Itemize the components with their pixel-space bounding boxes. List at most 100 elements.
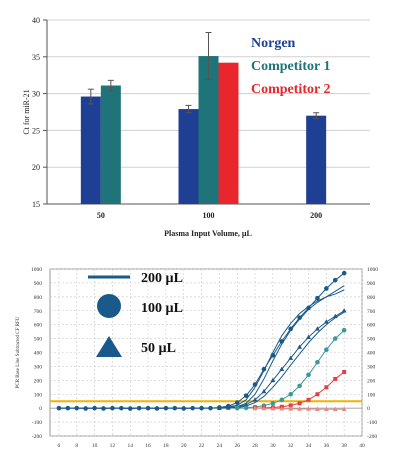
data-point-triangle <box>297 344 302 349</box>
y-axis-label: Ct for miR-21 <box>22 89 31 134</box>
data-point-circle <box>243 393 249 398</box>
data-point-square <box>342 369 347 374</box>
x-tick-label: 14 <box>127 443 133 449</box>
x-tick-label: 16 <box>145 443 151 449</box>
x-tick-label: 50 <box>97 211 105 220</box>
y-tick-label-left: 500 <box>34 337 43 343</box>
y-tick-label-right: 1000 <box>367 267 378 273</box>
data-point-circle <box>101 406 106 411</box>
data-point-square <box>315 392 320 397</box>
data-point-circle <box>65 405 71 411</box>
bar-norgen <box>306 115 327 204</box>
x-tick-label: 40 <box>359 443 365 449</box>
x-tick-label: 24 <box>217 443 223 449</box>
rfu-amplification-chart: 6 8 10 12 14 16 18 20 22 24 26 28 30 32 34 36 38 40-200 -2… <box>16 267 378 449</box>
y-tick-label: 40 <box>32 16 40 25</box>
y-tick-label-right: -200 <box>367 434 377 440</box>
y-tick-label: 30 <box>32 90 40 99</box>
data-point-circle <box>270 352 276 358</box>
data-point-triangle <box>315 326 320 331</box>
data-point-square <box>324 385 329 390</box>
x-tick-label: 34 <box>306 443 312 449</box>
data-point-triangle <box>270 405 276 411</box>
y-tick-label: 35 <box>32 53 40 62</box>
data-point-circle <box>145 405 151 411</box>
legend-label-competitor-2: Competitor 2 <box>251 82 330 97</box>
x-tick-label: 26 <box>234 443 240 449</box>
data-point-circle <box>306 305 311 311</box>
ct-bar-chart: 15 20 25 30 35 40 Ct for miR-21 50 100 200 Plasma … <box>22 16 370 238</box>
y-tick-label-left: 200 <box>34 378 43 384</box>
data-point-circle <box>127 406 133 411</box>
x-tick-label: 38 <box>341 443 347 449</box>
y-tick-label-left: 300 <box>34 364 43 370</box>
data-point-square <box>306 397 311 402</box>
data-point-circle <box>234 400 240 405</box>
data-point-circle <box>92 405 97 411</box>
y-tick-label-right: 0 <box>367 406 370 412</box>
data-point-circle <box>83 406 88 411</box>
data-point-triangle <box>341 308 347 313</box>
bar-competitor-1 <box>100 85 121 204</box>
x-tick-label: 22 <box>199 443 205 449</box>
legend-circle-icon <box>97 294 121 318</box>
data-point-circle <box>297 383 302 389</box>
data-point-triangle <box>252 405 258 410</box>
data-point-circle <box>315 295 320 301</box>
data-point-circle <box>172 405 178 411</box>
data-point-triangle <box>225 405 231 410</box>
y-tick-label-right: 600 <box>367 323 376 329</box>
legend-label-norgen: Norgen <box>251 36 296 51</box>
y-tick-label-right: 900 <box>367 281 376 287</box>
data-point-triangle <box>261 388 267 394</box>
data-point-circle <box>306 372 311 378</box>
y-tick-label-left: 1000 <box>31 267 42 273</box>
x-axis-label: Plasma Input Volume, µL <box>164 229 252 238</box>
legend-label: 50 µL <box>141 341 176 356</box>
y-tick-label-left: 400 <box>34 351 43 357</box>
data-point-circle <box>208 405 213 411</box>
y-tick-label-right: 800 <box>367 295 376 301</box>
data-point-circle <box>341 270 347 276</box>
y-tick-label: 25 <box>32 126 40 135</box>
y-tick-label-right: 200 <box>367 378 376 384</box>
data-point-circle <box>324 286 329 291</box>
x-tick-label: 18 <box>163 443 169 449</box>
x-tick-label: 200 <box>310 211 322 220</box>
data-point-triangle <box>332 406 338 412</box>
y-tick-label-left: 800 <box>34 295 43 301</box>
x-tick-label: 10 <box>92 443 98 449</box>
data-point-circle <box>181 406 187 411</box>
data-point-circle <box>136 405 142 411</box>
x-tick-label: 6 <box>58 443 61 449</box>
y-tick-label-right: 100 <box>367 392 376 398</box>
data-point-triangle <box>315 406 320 411</box>
y-tick-label-right: 700 <box>367 309 376 315</box>
legend-label: 200 µL <box>141 271 183 286</box>
data-point-circle <box>261 366 267 372</box>
data-point-triangle <box>323 319 329 324</box>
data-point-circle <box>288 326 293 332</box>
y-tick-label-left: 0 <box>39 406 42 412</box>
data-point-circle <box>324 347 329 353</box>
y-tick-label-right: 400 <box>367 351 376 357</box>
data-point-triangle <box>288 406 294 411</box>
data-point-triangle <box>279 406 285 411</box>
data-point-triangle <box>323 406 329 412</box>
data-point-circle <box>163 405 169 411</box>
y-tick-label-left: -200 <box>32 434 42 440</box>
x-tick-label: 30 <box>270 443 276 449</box>
data-point-circle <box>332 277 338 283</box>
data-point-triangle <box>288 355 294 360</box>
x-tick-label: 28 <box>252 443 258 449</box>
x-tick-label: 12 <box>110 443 116 449</box>
y-tick-label-left: 900 <box>34 281 43 287</box>
bar-norgen <box>178 109 199 204</box>
data-point-circle <box>154 406 160 411</box>
data-point-circle <box>243 405 249 411</box>
y-tick-label-left: 100 <box>34 392 43 398</box>
data-point-circle <box>234 405 240 411</box>
y-tick-label: 15 <box>32 200 40 209</box>
data-point-circle <box>279 397 285 403</box>
